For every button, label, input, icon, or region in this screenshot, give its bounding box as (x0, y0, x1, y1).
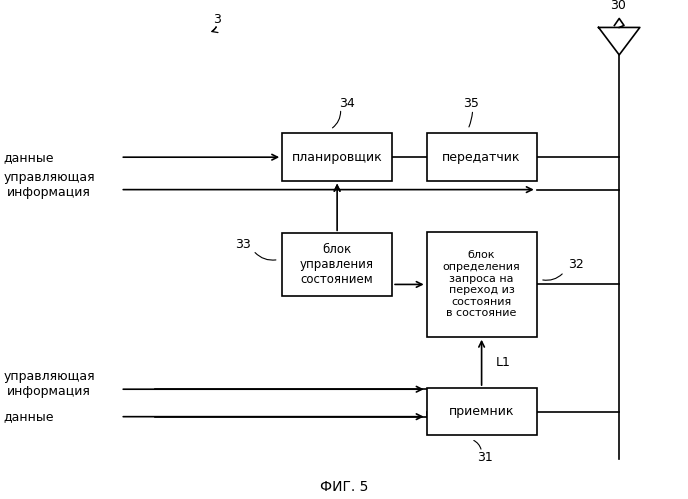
FancyBboxPatch shape (282, 133, 392, 181)
Text: L1: L1 (495, 356, 510, 369)
Text: 31: 31 (477, 451, 493, 465)
FancyBboxPatch shape (427, 133, 537, 181)
Text: данные: данные (3, 151, 54, 164)
Text: управляющая
информация: управляющая информация (3, 370, 95, 398)
Text: данные: данные (3, 410, 54, 423)
Text: 35: 35 (463, 97, 480, 110)
FancyBboxPatch shape (427, 232, 537, 337)
Text: управляющая
информация: управляющая информация (3, 171, 95, 199)
Text: 3: 3 (213, 13, 221, 26)
Text: блок
управления
состоянием: блок управления состоянием (300, 243, 374, 286)
Text: передатчик: передатчик (442, 151, 521, 164)
Text: 33: 33 (235, 238, 251, 251)
Text: блок
определения
запроса на
переход из
состояния
в состояние: блок определения запроса на переход из с… (442, 250, 521, 318)
Text: 32: 32 (568, 258, 583, 271)
Text: 34: 34 (340, 97, 355, 110)
Text: 30: 30 (610, 0, 626, 12)
Text: планировщик: планировщик (292, 151, 383, 164)
FancyBboxPatch shape (282, 234, 392, 295)
Text: приемник: приемник (449, 405, 515, 418)
FancyBboxPatch shape (427, 388, 537, 435)
Text: ФИГ. 5: ФИГ. 5 (320, 480, 368, 494)
